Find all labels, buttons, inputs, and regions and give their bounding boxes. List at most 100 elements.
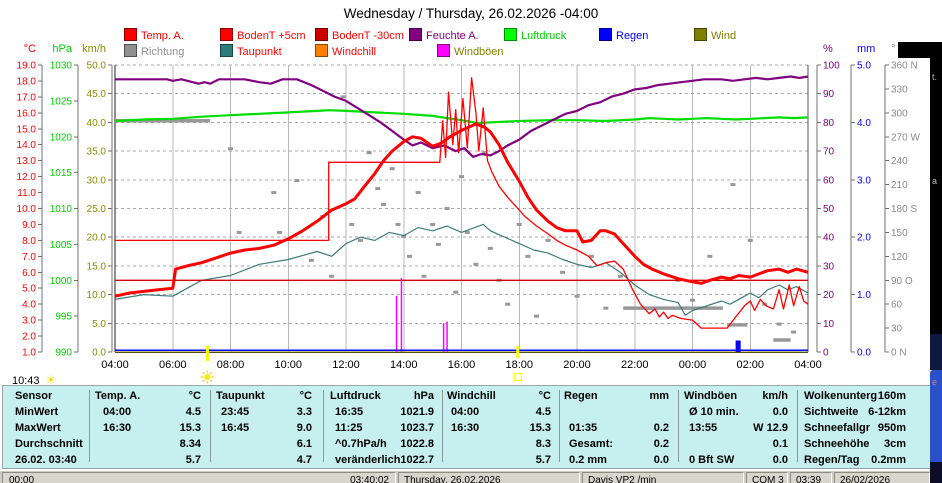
axis-tick-label: 1030 (50, 61, 73, 72)
table-info-value: 0.2mm (871, 454, 906, 466)
axis-kmh: 50.0 45.0 40.0 35.0 30.0 25.0 20.0 15.0 10.0 5.0 0… (82, 43, 113, 359)
axis-tick-label: 330 (891, 84, 908, 95)
axis-tick-label: 5.0 (22, 284, 36, 295)
axis-tick-label: 10.0 (17, 204, 37, 215)
table-cell-value: 0.2 (653, 422, 669, 434)
axis-hpa: 1030 1025 1020 1015 1010 1005 1000 995 990 hPa (50, 43, 79, 359)
legend-item-bodent-30cm[interactable]: BodenT -30cm (315, 28, 404, 42)
series-luftdruck (114, 109, 809, 125)
axis-tick-label: 2.0 (22, 332, 36, 343)
legend-item-richtung[interactable]: Richtung (124, 44, 184, 58)
table-cell-value: W 12.9 (753, 422, 788, 434)
axis-tick-label: 50 (823, 204, 835, 215)
chart-canvas[interactable]: 19.0 18.0 17.0 16.0 15.0 14.0 13.0 12.0 11.0 10.0… (0, 0, 942, 394)
axis-tick-label: 210 (891, 180, 908, 191)
axis-degC: 19.0 18.0 17.0 16.0 15.0 14.0 13.0 12.0 11.0 10.0… (17, 43, 43, 359)
table-col-unit: °C (299, 390, 312, 402)
axis-tick-label: 90 (823, 89, 835, 100)
table-row-label: MaxWert (15, 422, 61, 434)
status-text: Davis VP2 /min (588, 475, 657, 483)
legend-item-taupunkt[interactable]: Taupunkt (220, 44, 282, 58)
status-elapsed: 03:40:02 (350, 475, 389, 483)
status-segment: COM 3 (746, 472, 788, 483)
legend-item-bodent-5cm[interactable]: BodenT +5cm (220, 28, 306, 42)
axis-tick-label: 180 S (891, 204, 917, 215)
table-row-label: Durchschnitt (15, 438, 83, 450)
axis-tick-label: 150 (891, 228, 908, 239)
axis-tick-label: 360 N (891, 61, 918, 72)
table-cell-value: 0.0 (772, 406, 788, 418)
table-cell-time: 11:25 (335, 422, 363, 434)
legend-item-luftdruck[interactable]: Luftdruck (504, 28, 566, 42)
axis-tick-label: 1.0 (857, 290, 871, 301)
axis-tick-label: 1005 (50, 240, 73, 251)
background-text-fragment: e (932, 377, 938, 387)
legend-item-windchill[interactable]: Windchill (315, 44, 376, 58)
sunrise-sun-icon (200, 370, 214, 384)
table-info-label: Wolkenunterg (804, 390, 878, 402)
table-cell-value: 1022.8 (400, 438, 434, 450)
table-cell-time: Gesamt: (569, 438, 614, 450)
status-segment: 00:00 03:40:02 (2, 472, 396, 483)
axis-tick-label: 2.0 (857, 233, 871, 244)
axis-tick-label: 1010 (50, 204, 73, 215)
legend-item-wind[interactable]: Wind (694, 28, 737, 42)
axis-tick-label: 9.0 (22, 220, 36, 231)
legend-item-windb-en[interactable]: Windböen (437, 44, 504, 58)
background-window-blue-strip (930, 370, 942, 462)
axis-tick-label: 7.0 (22, 252, 36, 263)
sunset-tick (516, 346, 520, 358)
sunrise-tick (205, 346, 209, 361)
legend-label: Wind (711, 30, 737, 42)
legend-item-feuchte-a-[interactable]: Feuchte A. (409, 28, 479, 42)
legend-swatch (315, 28, 328, 41)
table-cell-time: veränderlich (335, 454, 401, 466)
table-divider (678, 390, 679, 462)
x-tick-label: 06:00 (159, 359, 187, 371)
series-windboeen (395, 277, 448, 352)
axis-tick-label: 1025 (50, 96, 73, 107)
series-taupunkt (114, 223, 809, 316)
axis-tick-label: 40 (823, 233, 835, 244)
legend-label: Feuchte A. (426, 30, 479, 42)
table-cell-time: 0 Bft SW (689, 454, 735, 466)
axis-tick-label: 4.0 (857, 118, 871, 129)
table-cell-value: 9.0 (296, 422, 312, 434)
axis-tick-label: 20 (823, 290, 835, 301)
axis-tick-label: 70 (823, 147, 835, 158)
axis-unit-label: ° (891, 43, 895, 55)
table-cell-value: 0.0 (772, 454, 788, 466)
series-richtung-bands (115, 119, 791, 342)
table-info-label: Schneefallgr (804, 422, 871, 434)
x-tick-label: 18:00 (505, 359, 533, 371)
table-cell-time: 16:30 (451, 422, 480, 434)
axis-tick-label: 10 (823, 319, 835, 330)
table-row-label: 26.02. 03:40 (15, 454, 77, 466)
axis-tick-label: 3.0 (22, 316, 36, 327)
table-cell-value: 8.3 (535, 438, 551, 450)
table-cell-time: 23:45 (221, 406, 250, 418)
background-text-fragment: a (932, 176, 938, 186)
legend-item-regen[interactable]: Regen (599, 28, 648, 42)
table-col-header: Taupunkt (216, 390, 265, 402)
background-window-black-strip (930, 42, 942, 334)
legend-item-temp-a-[interactable]: Temp. A. (124, 28, 184, 42)
status-text: 26/02/2026 (840, 475, 891, 483)
table-cell-value: 15.3 (529, 422, 551, 434)
table-cell-value: 1022.7 (400, 454, 434, 466)
axis-tick-label: 30 (823, 261, 835, 272)
axis-tick-label: 0 (823, 348, 829, 359)
series-regen-bar (735, 340, 741, 352)
axis-tick-label: 80 (823, 118, 835, 129)
axis-tick-label: 18.0 (17, 76, 37, 87)
legend-label: Windböen (454, 46, 504, 58)
axis-tick-label: 300 (891, 108, 908, 119)
summary-table: Sensor MinWert MaxWert Durchschnitt 26.02. 0… (2, 385, 938, 469)
status-segment: Thursday, 26.02.2026 (398, 472, 580, 483)
table-cell-time: 16:45 (221, 422, 250, 434)
axis-tick-label: 1.0 (22, 348, 36, 359)
table-divider (559, 390, 560, 462)
table-divider (797, 390, 798, 462)
series-boden5 (115, 77, 809, 329)
